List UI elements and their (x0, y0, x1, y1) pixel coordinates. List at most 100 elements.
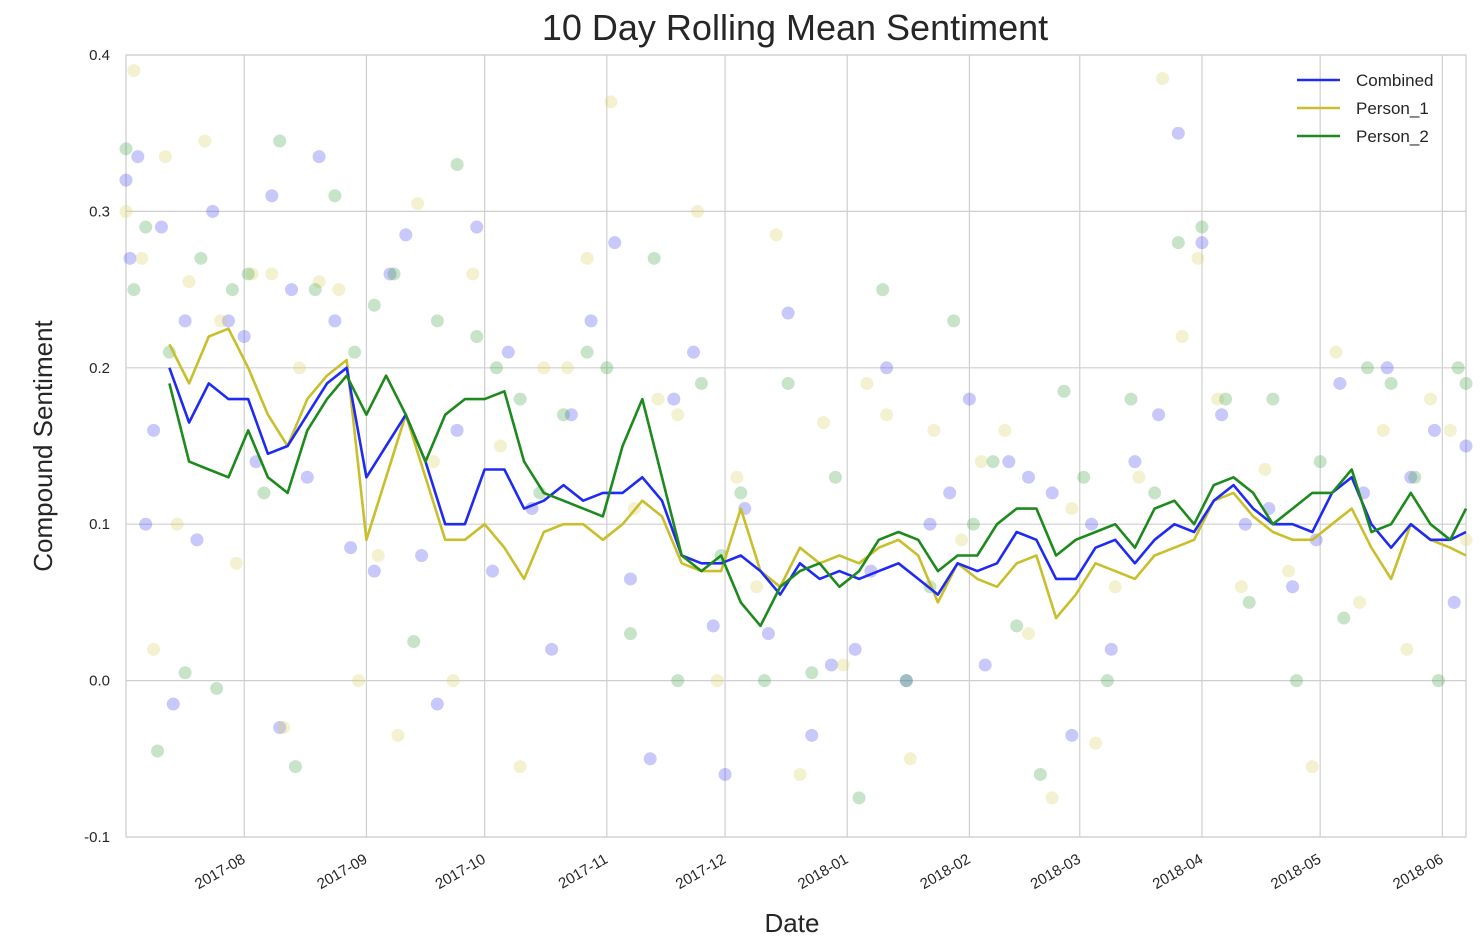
scatter-point (367, 564, 381, 578)
scatter-point (1152, 408, 1166, 422)
scatter-point (805, 728, 819, 742)
scatter-point (450, 423, 464, 437)
scatter-point (198, 134, 212, 148)
scatter-point (1286, 580, 1300, 594)
x-tick-label: 2018-03 (1028, 851, 1084, 893)
x-axis-label: Date (765, 908, 820, 938)
scatter-point (127, 283, 141, 297)
scatter-point (1258, 462, 1272, 476)
scatter-point (1128, 455, 1142, 469)
scatter-point (135, 251, 149, 265)
scatter-point (978, 658, 992, 672)
scatter-point (560, 361, 574, 375)
scatter-point (399, 228, 413, 242)
y-tick-label: -0.1 (84, 829, 110, 846)
scatter-point (411, 197, 425, 211)
scatter-point (1459, 376, 1473, 390)
scatter-point (671, 674, 685, 688)
grid-lines (126, 54, 1466, 838)
scatter-point (580, 345, 594, 359)
scatter-point (947, 314, 961, 328)
scatter-point (158, 150, 172, 164)
scatter-point (1065, 728, 1079, 742)
scatter-point (817, 416, 831, 430)
scatter-point (1238, 517, 1252, 531)
scatter-point (880, 408, 894, 422)
scatter-point (206, 204, 220, 218)
scatter-point (580, 251, 594, 265)
scatter-point (781, 306, 795, 320)
scatter-point (1219, 392, 1233, 406)
scatter-point (1242, 595, 1256, 609)
scatter-point (986, 455, 1000, 469)
legend: Combined Person_1 Person_2 (1297, 71, 1434, 146)
scatter-point (998, 423, 1012, 437)
scatter-point (1400, 642, 1414, 656)
scatter-point (426, 455, 440, 469)
scatter-point (899, 674, 913, 688)
scatter-point (1408, 470, 1422, 484)
scatter-point (139, 220, 153, 234)
scatter-point (273, 721, 287, 735)
x-tick-label: 2018-04 (1150, 851, 1206, 893)
scatter-point (430, 697, 444, 711)
scatter-point (391, 728, 405, 742)
scatter-point (1010, 619, 1024, 633)
x-tick-label: 2018-01 (795, 851, 851, 893)
y-axis-ticks: -0.1 0.0 0.1 0.2 0.3 0.4 (84, 47, 110, 846)
scatter-point (367, 298, 381, 312)
scatter-point (292, 361, 306, 375)
x-tick-label: 2018-06 (1390, 851, 1446, 893)
scatter-point (1175, 330, 1189, 344)
scatter-point (1065, 502, 1079, 516)
scatter-point (151, 744, 165, 758)
scatter-point (848, 642, 862, 656)
scatter-point (1191, 251, 1205, 265)
scatter-point (761, 627, 775, 641)
scatter-point (564, 408, 578, 422)
scatter-point (214, 314, 228, 328)
scatter-point (273, 134, 287, 148)
scatter-point (178, 314, 192, 328)
scatter-point (1290, 674, 1304, 688)
scatter-point (671, 408, 685, 422)
scatter-point (328, 314, 342, 328)
scatter-point (300, 470, 314, 484)
scatter-point (781, 376, 795, 390)
scatter-point (1211, 392, 1225, 406)
scatter-point (312, 275, 326, 289)
scatter-point (805, 666, 819, 680)
scatter-point (1337, 611, 1351, 625)
y-tick-label: 0.3 (89, 203, 110, 220)
scatter-point (513, 392, 527, 406)
scatter-point (1234, 580, 1248, 594)
series-line-person_2 (168, 374, 1468, 628)
scatter-point (170, 517, 184, 531)
scatter-point (1077, 470, 1091, 484)
scatter-point (241, 267, 255, 281)
plot-background (125, 54, 1467, 838)
scatter-point (450, 157, 464, 171)
scatter-point (1424, 392, 1438, 406)
scatter-point (1404, 470, 1418, 484)
scatter-point (225, 283, 239, 297)
scatter-point (221, 314, 235, 328)
scatter-point (210, 681, 224, 695)
scatter-point (623, 572, 637, 586)
scatter-point (836, 658, 850, 672)
scatter-point (131, 150, 145, 164)
scatter-point (285, 283, 299, 297)
scatter-point (352, 674, 366, 688)
scatter-point (415, 548, 429, 562)
scatter-point (1459, 533, 1473, 547)
scatter-point (962, 392, 976, 406)
scatter-point (1045, 486, 1059, 500)
scatter-point (277, 721, 291, 735)
scatter-point (600, 361, 614, 375)
scatter-point (123, 251, 137, 265)
scatter-point (288, 760, 302, 774)
scatter-point (1305, 760, 1319, 774)
scatter-point (694, 376, 708, 390)
scatter-point (1108, 580, 1122, 594)
